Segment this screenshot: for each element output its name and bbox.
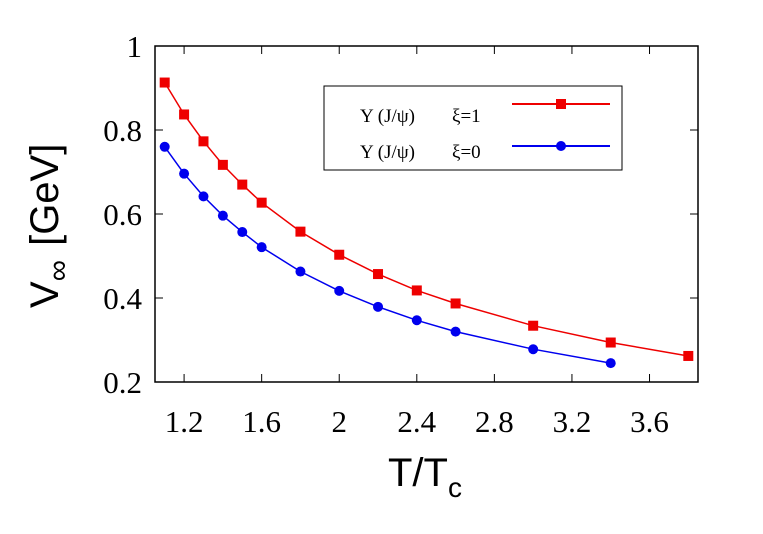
data-point-circle [334,285,345,296]
data-point-circle [605,358,616,369]
data-point-square [605,337,616,348]
legend-marker-1 [556,99,566,109]
data-point-circle [411,315,422,326]
data-point-square [528,320,539,331]
y-axis-title-main: V [23,281,67,308]
legend-label-state-1: Υ (J/ψ) [360,106,415,127]
data-point-square [159,77,170,88]
data-point-square [256,197,267,208]
data-point-circle [373,301,384,312]
data-point-square [373,269,384,280]
x-tick-label: 1.2 [165,404,204,439]
data-point-square [198,136,209,147]
legend-marker-2 [556,141,566,151]
data-point-circle [295,266,306,277]
data-point-circle [198,191,209,202]
y-tick-label: 0.6 [103,197,142,232]
y-tick-label: 0.2 [103,365,142,400]
x-tick-label: 2.8 [475,404,514,439]
x-tick-label: 3.6 [630,404,669,439]
data-point-square [295,226,306,237]
axis-ticks: 1.2 1.6 2 2.4 2.8 3.2 3.6 0.2 0.4 0.6 0.8 1 [103,29,698,439]
legend-label-param-2: ξ=0 [452,142,481,163]
legend-label-state-2: Υ (J/ψ) [360,142,415,163]
data-point-square [334,249,345,260]
series-layer [159,77,694,369]
data-point-circle [450,326,461,337]
x-axis-title: T/Tc [388,451,462,503]
data-point-circle [159,141,170,152]
data-point-square [411,285,422,296]
y-tick-label: 0.4 [103,281,142,316]
legend: Υ (J/ψ) ξ=1 Υ (J/ψ) ξ=0 [323,85,623,171]
y-tick-label: 0.8 [103,113,142,148]
x-axis-title-main: T/T [388,451,448,495]
series-line-2 [164,146,611,364]
data-point-circle [217,210,228,221]
x-axis-title-sub: c [448,472,462,503]
legend-box [323,85,623,171]
data-point-circle [256,242,267,253]
x-tick-label: 2.4 [397,404,436,439]
x-tick-label: 2 [331,404,347,439]
data-point-circle [237,227,248,238]
x-tick-label: 1.6 [242,404,281,439]
legend-label-param-1: ξ=1 [452,106,481,127]
x-tick-label: 3.2 [553,404,592,439]
y-tick-label: 1 [127,29,143,64]
y-axis-title-sub: ∞ [42,260,75,281]
data-point-square [179,109,190,120]
data-point-square [450,298,461,309]
data-point-square [217,159,228,170]
y-axis-title: V∞ [GeV] [23,144,75,308]
data-point-square [683,350,694,361]
data-point-circle [179,168,190,179]
y-axis-title-unit: [GeV] [23,144,67,246]
data-point-circle [528,344,539,355]
data-point-square [237,179,248,190]
